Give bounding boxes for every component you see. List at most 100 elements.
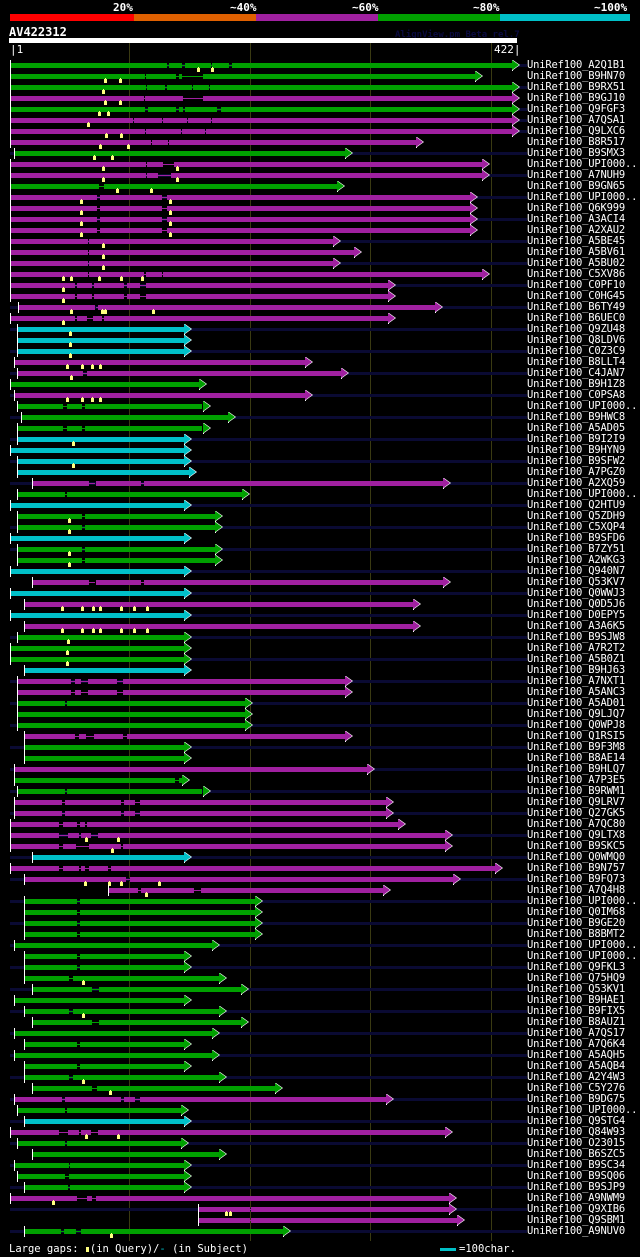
hit-row[interactable]: UniRef100_Q0WWJ3 xyxy=(0,587,640,599)
hit-label[interactable]: UniRef100_C0Z3C9 xyxy=(527,345,625,357)
hit-label[interactable]: UniRef100_B8R517 xyxy=(527,136,625,148)
hit-row[interactable]: UniRef100_B9FQ73 xyxy=(0,873,640,886)
hit-label[interactable]: UniRef100_A7PGZ0 xyxy=(527,466,625,478)
hit-label[interactable]: UniRef100_Q6K999 xyxy=(527,202,625,214)
hit-row[interactable]: UniRef100_D0EPY5 xyxy=(0,609,640,621)
hit-label[interactable]: UniRef100_C4JAN7 xyxy=(527,367,625,379)
hit-row[interactable]: UniRef100_B8LLT4 xyxy=(0,356,640,369)
hit-row[interactable]: UniRef100_A3A6K5 xyxy=(0,620,640,633)
hit-label[interactable]: UniRef100_B9GN65 xyxy=(527,180,625,192)
hit-row[interactable]: UniRef100_Q9ZU48 xyxy=(0,323,640,336)
hit-row[interactable]: UniRef100_Q0D5J6 xyxy=(0,598,640,611)
hit-label[interactable]: UniRef100_B9SFW2 xyxy=(527,455,625,467)
hit-row[interactable]: UniRef100_A7NXT1 xyxy=(0,675,640,687)
hit-label[interactable]: UniRef100_B9N757 xyxy=(527,862,625,874)
hit-label[interactable]: UniRef100_B9SFD6 xyxy=(527,532,625,544)
hit-label[interactable]: UniRef100_A2XAU2 xyxy=(527,224,625,236)
hit-row[interactable]: UniRef100_A5BU02 xyxy=(0,257,640,270)
hit-row[interactable]: UniRef100_A2WKG3 xyxy=(0,554,640,567)
hit-row[interactable]: UniRef100_B6UEC0 xyxy=(0,312,640,325)
hit-row[interactable]: UniRef100_B9SKC5 xyxy=(0,840,640,853)
hit-label[interactable]: UniRef100_Q9LJQ7 xyxy=(527,708,625,720)
hit-row[interactable]: UniRef100_B9SC34 xyxy=(0,1159,640,1171)
hit-label[interactable]: UniRef100_B9I2I9 xyxy=(527,433,625,445)
hit-label[interactable]: UniRef100_B9HLQ7 xyxy=(527,763,625,775)
hit-label[interactable]: UniRef100_A5AQH5 xyxy=(527,1049,625,1061)
hit-label[interactable]: UniRef100_A5AD01 xyxy=(527,697,625,709)
hit-label[interactable]: UniRef100_UPI000.. xyxy=(527,895,638,907)
hit-row[interactable]: UniRef100_UPI000.. xyxy=(0,950,640,962)
hit-row[interactable]: UniRef100_Q9XIB6 xyxy=(0,1203,640,1216)
hit-row[interactable]: UniRef100_Q53KV1 xyxy=(0,983,640,995)
hit-label[interactable]: UniRef100_B6UEC0 xyxy=(527,312,625,324)
hit-label[interactable]: UniRef100_B9H1Z8 xyxy=(527,378,625,390)
hit-row[interactable]: UniRef100_Q9FKL3 xyxy=(0,961,640,973)
hit-label[interactable]: UniRef100_B9SMX3 xyxy=(527,147,625,159)
hit-label[interactable]: UniRef100_A3A6K5 xyxy=(527,620,625,632)
hit-row[interactable]: UniRef100_B9DG75 xyxy=(0,1093,640,1105)
hit-row[interactable]: UniRef100_C4JAN7 xyxy=(0,367,640,380)
hit-row[interactable]: UniRef100_B9HYN9 xyxy=(0,444,640,456)
hit-label[interactable]: UniRef100_Q940N7 xyxy=(527,565,625,577)
hit-row[interactable]: UniRef100_Q75HQ9 xyxy=(0,972,640,985)
hit-label[interactable]: UniRef100_D0EPY5 xyxy=(527,609,625,621)
hit-row[interactable]: UniRef100_A5BV61 xyxy=(0,246,640,259)
hit-label[interactable]: UniRef100_B9FQ73 xyxy=(527,873,625,885)
hit-label[interactable]: UniRef100_Q1RSI5 xyxy=(527,730,625,742)
hit-label[interactable]: UniRef100_A2Q1B1 xyxy=(527,59,625,71)
hit-label[interactable]: UniRef100_UPI000.. xyxy=(527,158,638,170)
hit-label[interactable]: UniRef100_A9NUV0 xyxy=(527,1225,625,1237)
hit-label[interactable]: UniRef100_Q0WMQ0 xyxy=(527,851,625,863)
hit-label[interactable]: UniRef100_A5AQB4 xyxy=(527,1060,625,1072)
hit-row[interactable]: UniRef100_Q9SBM1 xyxy=(0,1214,640,1226)
hit-label[interactable]: UniRef100_Q9ZU48 xyxy=(527,323,625,335)
hit-row[interactable]: UniRef100_A7NUH9 xyxy=(0,169,640,182)
hit-label[interactable]: UniRef100_Q84W93 xyxy=(527,1126,625,1138)
hit-label[interactable]: UniRef100_B9GJ10 xyxy=(527,92,625,104)
hit-row[interactable]: UniRef100_C0Z3C9 xyxy=(0,345,640,358)
hit-label[interactable]: UniRef100_C0HG45 xyxy=(527,290,625,302)
hit-label[interactable]: UniRef100_A5BE45 xyxy=(527,235,625,247)
hit-label[interactable]: UniRef100_Q9SBM1 xyxy=(527,1214,625,1226)
hit-label[interactable]: UniRef100_B6SZC5 xyxy=(527,1148,625,1160)
hit-label[interactable]: UniRef100_A9NWM9 xyxy=(527,1192,625,1204)
hit-row[interactable]: UniRef100_B9SFD6 xyxy=(0,532,640,544)
hit-label[interactable]: UniRef100_A7NUH9 xyxy=(527,169,625,181)
hit-row[interactable]: UniRef100_A5AQH5 xyxy=(0,1049,640,1061)
hit-label[interactable]: UniRef100_B9RWM1 xyxy=(527,785,625,797)
hit-row[interactable]: UniRef100_B9SJW8 xyxy=(0,631,640,644)
hit-label[interactable]: UniRef100_UPI000.. xyxy=(527,939,638,951)
hit-row[interactable]: UniRef100_B9GJ10 xyxy=(0,92,640,105)
hit-row[interactable]: UniRef100_A7QS17 xyxy=(0,1027,640,1039)
hit-label[interactable]: UniRef100_A7NXT1 xyxy=(527,675,625,687)
hit-label[interactable]: UniRef100_C0PSA8 xyxy=(527,389,625,401)
hit-row[interactable]: UniRef100_A7Q4H8 xyxy=(0,884,640,897)
hit-row[interactable]: UniRef100_UPI000.. xyxy=(0,488,640,500)
hit-label[interactable]: UniRef100_Q9FGF3 xyxy=(527,103,625,115)
hit-label[interactable]: UniRef100_Q9FKL3 xyxy=(527,961,625,973)
hit-label[interactable]: UniRef100_Q9LXC6 xyxy=(527,125,625,137)
hit-row[interactable]: UniRef100_UPI000.. xyxy=(0,1104,640,1116)
hit-label[interactable]: UniRef100_Q0WWJ3 xyxy=(527,587,625,599)
hit-row[interactable]: UniRef100_B8R517 xyxy=(0,136,640,149)
hit-label[interactable]: UniRef100_B9RX51 xyxy=(527,81,625,93)
hit-label[interactable]: UniRef100_O23015 xyxy=(527,1137,625,1149)
hit-label[interactable]: UniRef100_B9F3M8 xyxy=(527,741,625,753)
hit-label[interactable]: UniRef100_B8LLT4 xyxy=(527,356,625,368)
hit-row[interactable]: UniRef100_Q9LTX8 xyxy=(0,829,640,842)
hit-row[interactable]: UniRef100_B8BMT2 xyxy=(0,928,640,940)
hit-label[interactable]: UniRef100_A7QC80 xyxy=(527,818,625,830)
hit-label[interactable]: UniRef100_Q2HTU9 xyxy=(527,499,625,511)
hit-row[interactable]: UniRef100_C5XQP4 xyxy=(0,521,640,534)
hit-row[interactable]: UniRef100_C5Y276 xyxy=(0,1082,640,1095)
hit-label[interactable]: UniRef100_B9HJ63 xyxy=(527,664,625,676)
hit-label[interactable]: UniRef100_Q9STG4 xyxy=(527,1115,625,1127)
hit-label[interactable]: UniRef100_A5AD05 xyxy=(527,422,625,434)
hit-row[interactable]: UniRef100_C0PF10 xyxy=(0,279,640,292)
hit-label[interactable]: UniRef100_Q9LRV7 xyxy=(527,796,625,808)
hit-label[interactable]: UniRef100_Q0WPJ8 xyxy=(527,719,625,731)
hit-label[interactable]: UniRef100_C5XQP4 xyxy=(527,521,625,533)
hit-label[interactable]: UniRef100_B6TY49 xyxy=(527,301,625,313)
hit-row[interactable]: UniRef100_Q940N7 xyxy=(0,565,640,577)
hit-row[interactable]: UniRef100_B9GE20 xyxy=(0,917,640,929)
